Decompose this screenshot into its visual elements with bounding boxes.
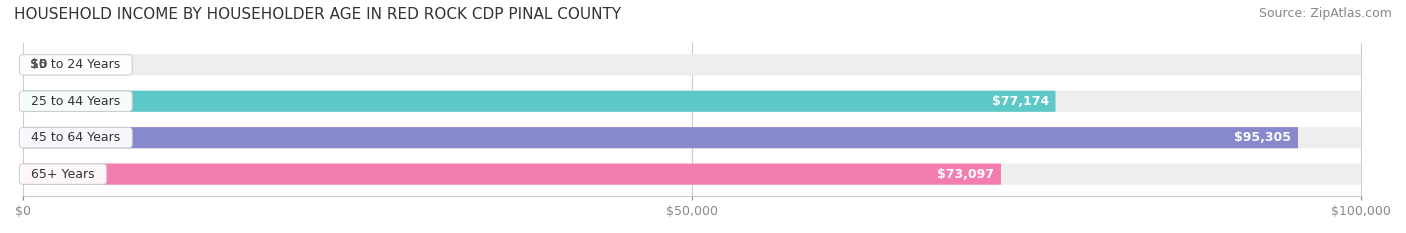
Text: $95,305: $95,305 [1234, 131, 1291, 144]
Text: 15 to 24 Years: 15 to 24 Years [24, 58, 128, 71]
Text: $0: $0 [30, 58, 48, 71]
Text: 65+ Years: 65+ Years [24, 168, 103, 181]
Text: $73,097: $73,097 [938, 168, 994, 181]
Text: 25 to 44 Years: 25 to 44 Years [24, 95, 128, 108]
FancyBboxPatch shape [24, 127, 1298, 148]
FancyBboxPatch shape [24, 164, 1361, 185]
Text: $77,174: $77,174 [991, 95, 1049, 108]
Text: Source: ZipAtlas.com: Source: ZipAtlas.com [1258, 7, 1392, 20]
Text: 45 to 64 Years: 45 to 64 Years [24, 131, 128, 144]
FancyBboxPatch shape [24, 54, 1361, 75]
FancyBboxPatch shape [24, 164, 1001, 185]
FancyBboxPatch shape [24, 91, 1361, 112]
FancyBboxPatch shape [24, 91, 1056, 112]
Text: HOUSEHOLD INCOME BY HOUSEHOLDER AGE IN RED ROCK CDP PINAL COUNTY: HOUSEHOLD INCOME BY HOUSEHOLDER AGE IN R… [14, 7, 621, 22]
FancyBboxPatch shape [24, 127, 1361, 148]
